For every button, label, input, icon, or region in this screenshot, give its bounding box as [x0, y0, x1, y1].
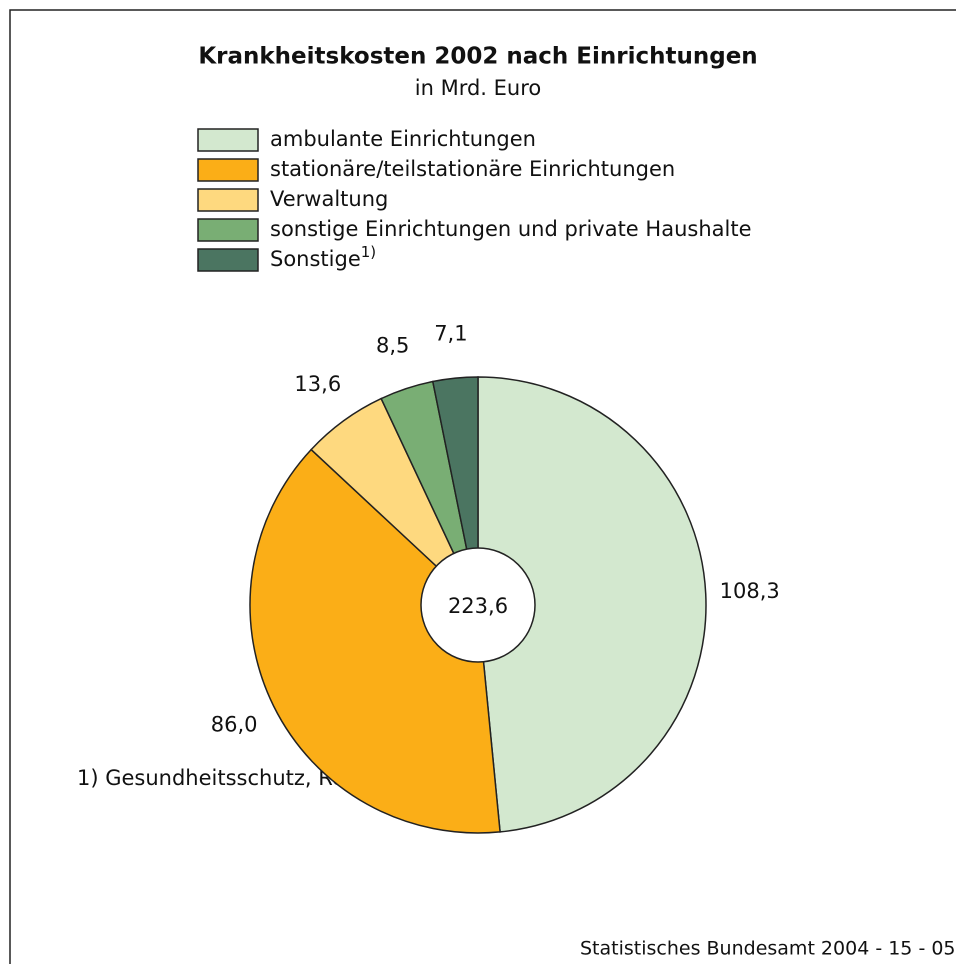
data-label: 86,0 [211, 712, 258, 736]
legend-label: sonstige Einrichtungen und private Haush… [270, 217, 751, 241]
legend-label: Sonstige1) [270, 243, 376, 272]
total-label: 223,6 [448, 594, 508, 618]
data-label: 13,6 [294, 372, 341, 396]
legend-swatch [197, 248, 259, 272]
pie-slice [431, 376, 479, 606]
pie-center [420, 547, 536, 663]
legend-swatch [197, 128, 259, 152]
frame [9, 9, 956, 964]
data-label: 8,5 [376, 334, 409, 358]
pie-slice [477, 376, 707, 833]
legend-label: Verwaltung [270, 187, 388, 211]
legend-swatch [197, 158, 259, 182]
legend-swatch [197, 218, 259, 242]
legend-swatch [197, 188, 259, 212]
legend-footnote-mark: 1) [361, 243, 376, 261]
data-label: 108,3 [720, 579, 780, 603]
chart-subtitle: in Mrd. Euro [415, 76, 541, 100]
source: Statistisches Bundesamt 2004 - 15 - 0527 [580, 938, 956, 960]
legend-label: stationäre/teilstationäre Einrichtungen [270, 157, 675, 181]
legend-label: ambulante Einrichtungen [270, 127, 536, 151]
pie-slice [249, 448, 501, 834]
data-label: 7,1 [434, 321, 467, 345]
chart-title: Krankheitskosten 2002 nach Einrichtungen [198, 44, 757, 70]
